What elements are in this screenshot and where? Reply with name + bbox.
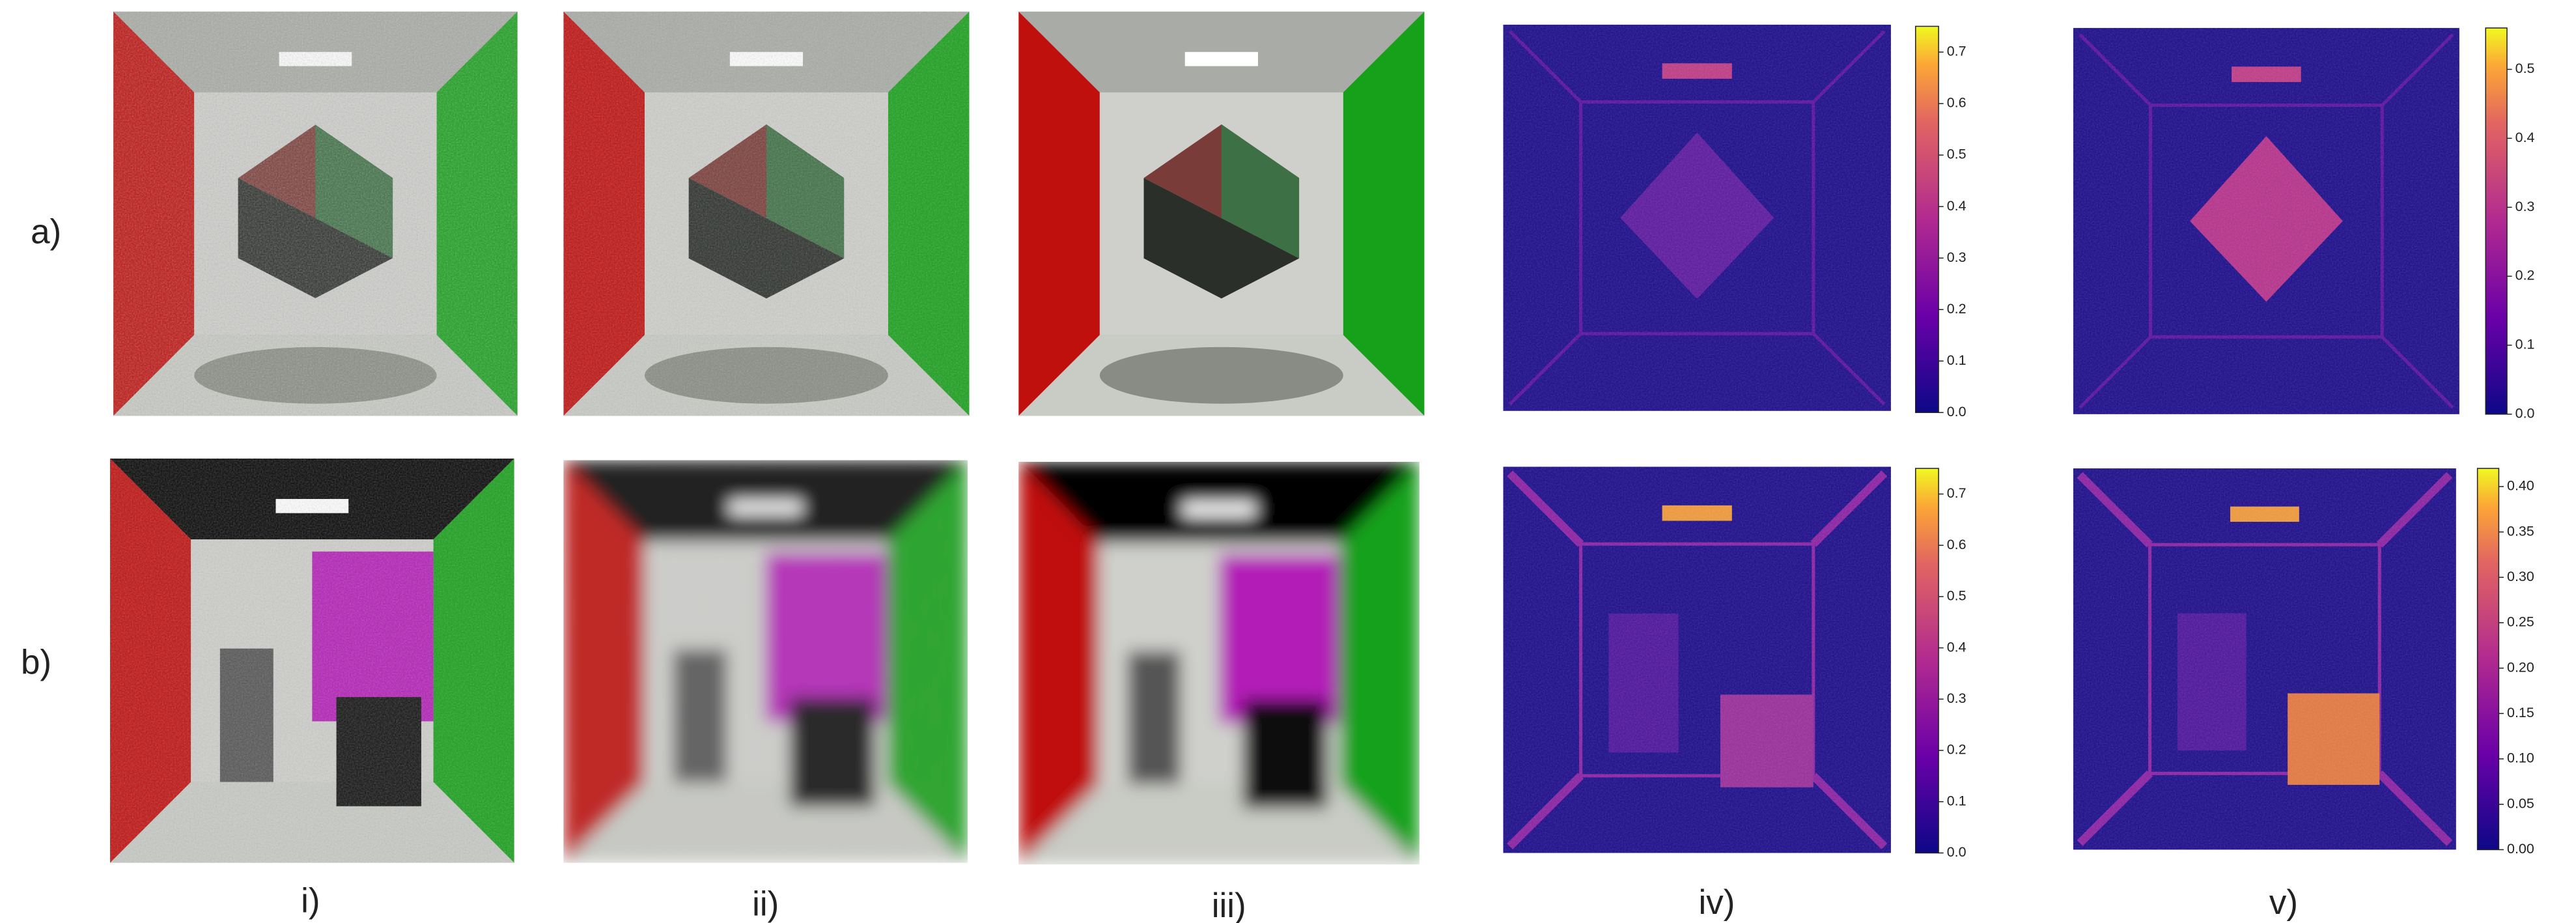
noise [563,12,969,416]
error-map [2073,28,2459,414]
colorbar-gradient [1916,26,1939,412]
colorbar-tick-label: 0.3 [1947,690,1967,706]
colorbar-tick-label: 0.6 [1947,537,1967,552]
noise [110,459,514,863]
colorbar-tick-label: 0.15 [2507,705,2534,720]
colorbar-tick-label: 0.0 [1947,404,1967,419]
colorbar-tick-label: 0.05 [2507,795,2534,811]
error-map [1504,467,1891,853]
shadow [1100,347,1343,404]
render-image [1018,12,1424,416]
error-map [1504,25,1891,411]
colorbar-tick-label: 0.0 [2515,405,2535,421]
colorbar-tick-label: 0.0 [1947,844,1967,860]
colorbar-tick-label: 0.1 [1947,352,1967,368]
magenta-wall [1219,554,1339,724]
noise [113,12,518,416]
noise [563,460,968,862]
page: a) b) i) ii) iii) iv) v) 0.0 0.1 0.2 0.3 0.4… [0,0,2576,923]
column-label: iii) [1212,887,1246,923]
colorbar: 0.00 0.05 0.10 0.15 0.20 0.25 0.30 0.35 0.40 [2478,468,2534,857]
light [1185,52,1258,66]
colorbar-tick-label: 0.20 [2507,659,2534,675]
colorbar-tick-label: 0.2 [2515,268,2535,283]
colorbar-tick-label: 0.7 [1947,485,1967,501]
column-label: i) [301,881,320,920]
colorbar-tick-label: 0.7 [1947,44,1967,59]
colorbar-tick-label: 0.3 [1947,249,1967,265]
colorbar-tick-label: 0.35 [2507,523,2534,539]
colorbar-tick-label: 0.1 [1947,793,1967,808]
colorbar-gradient [2478,468,2499,849]
colorbar: 0.0 0.1 0.2 0.3 0.4 0.5 [2485,28,2534,421]
colorbar-tick-label: 0.4 [1947,198,1967,214]
colorbar-tick-label: 0.4 [1947,639,1967,655]
noise [1504,25,1891,411]
colorbar-tick-label: 0.40 [2507,478,2534,494]
tall-box [1128,651,1181,784]
colorbar-tick-label: 0.5 [2515,61,2535,76]
colorbar-gradient [1916,468,1939,853]
colorbar-tick-label: 0.30 [2507,569,2534,584]
colorbar-tick-label: 0.4 [2515,130,2535,145]
render-image [563,12,969,416]
colorbar-tick-label: 0.10 [2507,750,2534,766]
error-map [2073,468,2456,849]
colorbar-tick-label: 0.6 [1947,95,1967,111]
column-label: iv) [1699,883,1735,922]
colorbar-tick-label: 0.2 [1947,301,1967,317]
colorbar: 0.0 0.1 0.2 0.3 0.4 0.5 0.6 0.7 [1916,26,1967,419]
colorbar: 0.0 0.1 0.2 0.3 0.4 0.5 0.6 0.7 [1916,468,1967,860]
noise [2073,468,2456,849]
noise [1504,467,1891,853]
render-image [113,12,518,416]
colorbar-tick-label: 0.00 [2507,841,2534,857]
render-image [1018,462,1420,864]
render-image [110,459,514,863]
colorbar-tick-label: 0.1 [2515,337,2535,352]
row-label: a) [31,212,61,251]
colorbar-gradient [2485,28,2507,414]
colorbar-tick-label: 0.25 [2507,614,2534,630]
render-image [563,460,968,862]
colorbar-tick-label: 0.3 [2515,199,2535,214]
light [1183,502,1255,517]
colorbar-tick-label: 0.5 [1947,147,1967,162]
noise [2073,28,2459,414]
colorbar-tick-label: 0.5 [1947,588,1967,604]
colorbar-tick-label: 0.2 [1947,742,1967,758]
row-label: b) [21,643,51,681]
column-label: v) [2269,883,2298,922]
figure: a) b) i) ii) iii) iv) v) 0.0 0.1 0.2 0.3 0.4… [0,0,2576,923]
column-label: ii) [752,885,779,923]
short-box [1243,700,1327,808]
